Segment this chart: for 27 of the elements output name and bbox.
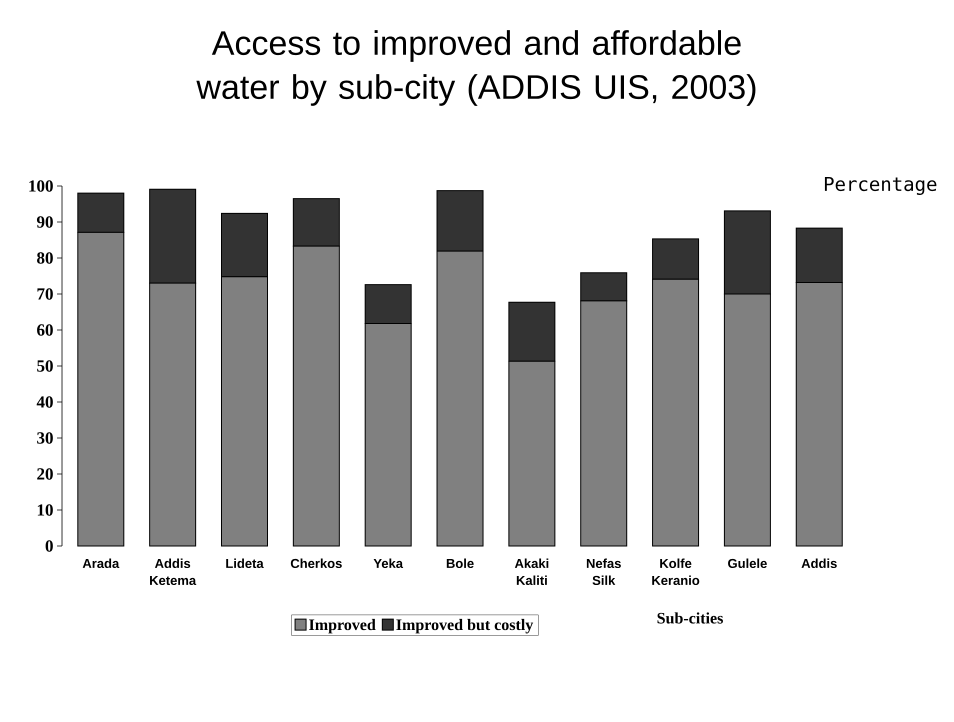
y-axis-title: Percentage	[824, 177, 936, 195]
chart-title: Access to improved and affordable water by sub-city (ADDIS UIS, 2003)	[196, 30, 756, 106]
x-tick-label: Lideta	[226, 558, 264, 568]
x-tick-label: Nefas Silk	[586, 558, 621, 586]
y-tick-label: 0	[46, 540, 53, 552]
y-tick-label: 50	[37, 360, 53, 372]
legend-label: Improved but costly	[396, 618, 534, 634]
y-tick-label: 10	[38, 504, 53, 516]
x-tick-label: Cherkos	[290, 558, 342, 568]
x-tick-label: Bole	[446, 558, 474, 568]
y-tick-label: 60	[37, 324, 53, 336]
y-tick-label: 100	[29, 180, 53, 192]
y-tick-label: 90	[36, 216, 53, 228]
y-tick-label: 80	[37, 252, 53, 264]
y-tick-label: 40	[36, 396, 53, 408]
y-tick-label: 20	[37, 468, 53, 480]
x-tick-label: Kolfe Keranio	[652, 558, 700, 586]
x-tick-label: Addis Ketema	[150, 558, 196, 586]
x-axis-title: Sub-cities	[658, 612, 723, 624]
x-tick-label: Gulele	[728, 558, 767, 568]
y-tick-label: 70	[37, 288, 53, 300]
x-tick-label: Addis	[802, 558, 837, 568]
x-tick-label: Yeka	[374, 558, 404, 568]
x-tick-label: Akaki Kaliti	[514, 558, 548, 586]
x-tick-label: Arada	[82, 558, 120, 568]
y-tick-label: 30	[37, 432, 53, 444]
legend-label: Improved	[309, 618, 376, 634]
